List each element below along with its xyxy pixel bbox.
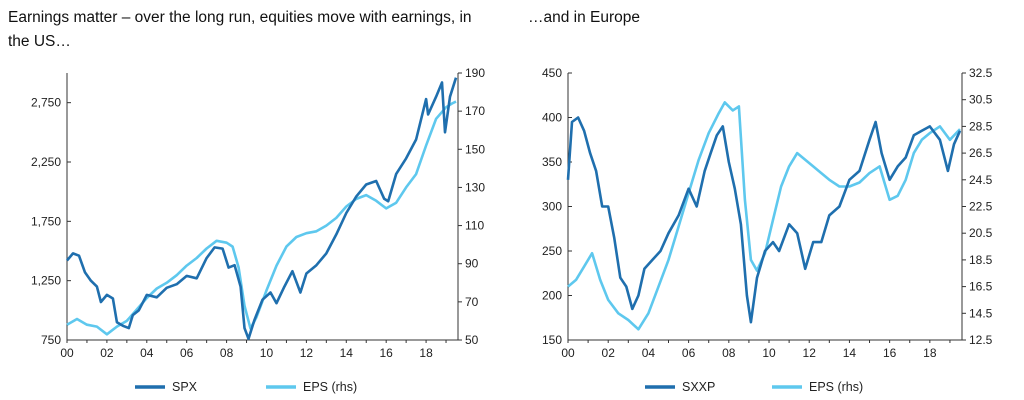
- x-tick-label: 18: [923, 346, 937, 360]
- chart-us: 750 1,250 1,750 2,250 2,750 50 70 90 110 130 150 17…: [31, 66, 485, 394]
- right-y-tick-label: 190: [465, 66, 485, 80]
- right-y-tick-label: 28.5: [969, 119, 993, 133]
- left-y-tick-label: 1,750: [31, 214, 61, 228]
- x-tick-label: 12: [803, 346, 817, 360]
- left-y-tick-label: 450: [542, 66, 562, 80]
- chart-europe: 150 200 250 300 350 400 450 12.5 14.5 16.5 18.5 20.…: [542, 66, 993, 394]
- left-y-tick-label: 2,250: [31, 155, 61, 169]
- left-y-tick-label: 2,750: [31, 96, 61, 110]
- x-tick-label: 04: [642, 346, 656, 360]
- x-tick-label: 00: [561, 346, 575, 360]
- right-y-tick-label: 70: [465, 295, 479, 309]
- right-y-tick-label: 22.5: [969, 200, 993, 214]
- left-y-tick-label: 150: [542, 333, 562, 347]
- x-tick-label: 06: [682, 346, 696, 360]
- right-y-tick-label: 90: [465, 257, 479, 271]
- x-tick-label: 08: [220, 346, 234, 360]
- left-y-tick-label: 750: [41, 333, 61, 347]
- left-y-tick-label: 350: [542, 155, 562, 169]
- x-tick-label: 14: [843, 346, 857, 360]
- left-y-tick-label: 1,250: [31, 274, 61, 288]
- series-line-spx: [66, 77, 458, 341]
- right-y-tick-label: 26.5: [969, 146, 993, 160]
- right-y-tick-label: 32.5: [969, 66, 993, 80]
- legend-label: EPS (rhs): [809, 380, 863, 394]
- x-tick-label: 00: [60, 346, 74, 360]
- legend-label: SXXP: [682, 380, 715, 394]
- right-y-tick-label: 150: [465, 142, 485, 156]
- x-tick-label: 12: [300, 346, 314, 360]
- chart-title-right: …and in Europe: [528, 9, 641, 26]
- legend-label: EPS (rhs): [303, 380, 357, 394]
- right-y-tick-label: 20.5: [969, 226, 993, 240]
- x-tick-label: 08: [722, 346, 736, 360]
- legend-label: SPX: [172, 380, 198, 394]
- x-tick-label: 04: [140, 346, 154, 360]
- x-tick-label: 14: [340, 346, 354, 360]
- x-tick-label: 18: [419, 346, 433, 360]
- x-tick-label: 06: [180, 346, 194, 360]
- right-y-tick-label: 30.5: [969, 93, 993, 107]
- x-tick-label: 10: [762, 346, 776, 360]
- x-tick-label: 02: [602, 346, 616, 360]
- left-y-tick-label: 300: [542, 200, 562, 214]
- left-y-tick-label: 200: [542, 289, 562, 303]
- right-y-tick-label: 170: [465, 104, 485, 118]
- x-tick-label: 02: [100, 346, 114, 360]
- right-y-tick-label: 50: [465, 333, 479, 347]
- left-y-tick-label: 400: [542, 111, 562, 125]
- right-y-tick-label: 14.5: [969, 306, 993, 320]
- right-y-tick-label: 16.5: [969, 280, 993, 294]
- right-y-tick-label: 24.5: [969, 173, 993, 187]
- x-tick-label: 16: [380, 346, 394, 360]
- right-y-tick-label: 18.5: [969, 253, 993, 267]
- left-y-tick-label: 250: [542, 244, 562, 258]
- series-line-eps-rhs: [567, 101, 961, 331]
- right-y-tick-label: 110: [465, 219, 484, 233]
- chart-title-left: Earnings matter – over the long run, equ…: [8, 9, 472, 50]
- x-tick-label: 16: [883, 346, 897, 360]
- x-tick-label: 10: [260, 346, 274, 360]
- right-y-tick-label: 12.5: [969, 333, 993, 347]
- series-line-sxxp: [566, 116, 962, 324]
- right-y-tick-label: 130: [465, 180, 485, 194]
